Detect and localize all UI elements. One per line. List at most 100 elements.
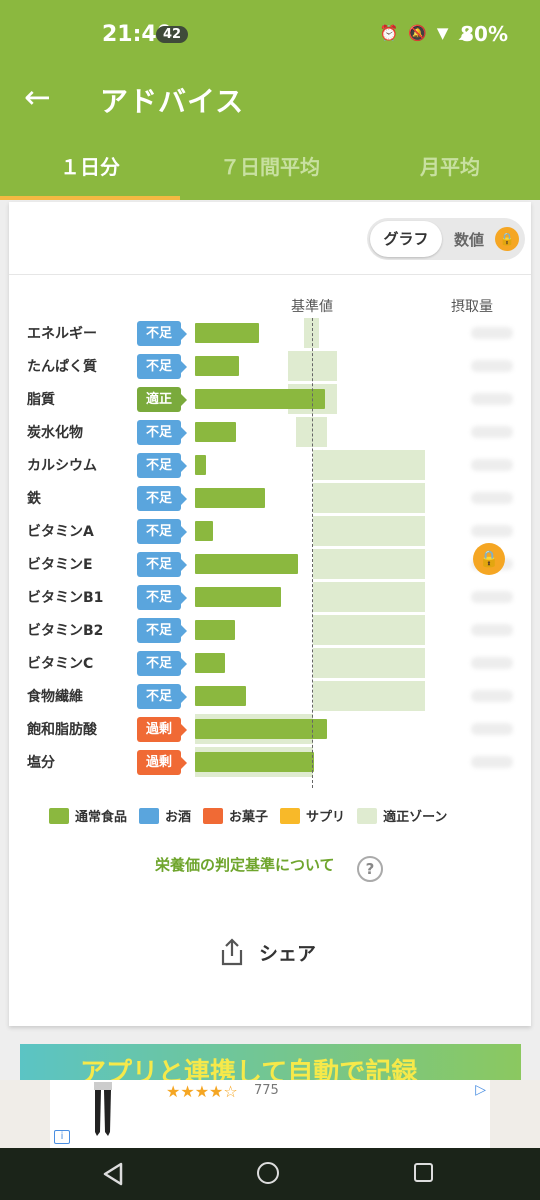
nutrition-chart: エネルギー 不足 たんぱく質 不足 脂質 適正 炭水化物 不足 カルシウム 不足鉄不足 ビタミンA 不… (9, 318, 531, 788)
status-tag: 不足 (137, 618, 187, 643)
nutrient-label: 食物繊維 (27, 689, 83, 705)
legend-item-normal-food: 通常食品 (49, 806, 127, 825)
nutrient-row: エネルギー 不足 (9, 318, 531, 348)
intake-bar (195, 389, 325, 409)
nutrient-row: たんぱく質 不足 (9, 351, 531, 381)
battery-level: 80% (460, 22, 508, 46)
intake-bar (195, 554, 298, 574)
legend-swatch (49, 807, 69, 824)
lock-icon: 🔒 (495, 227, 519, 251)
ok-zone (313, 450, 426, 480)
intake-bar (195, 653, 225, 673)
system-nav-bar (0, 1148, 540, 1200)
graph-toggle-option[interactable]: グラフ (370, 221, 442, 257)
status-tag: 不足 (137, 453, 187, 478)
period-tabs: １日分 ７日間平均 月平均 (0, 134, 540, 200)
nutrient-row: 鉄 不足 (9, 483, 531, 513)
wifi-icon: ▼ (436, 24, 449, 42)
hidden-intake-value (471, 690, 513, 702)
hidden-intake-value (471, 657, 513, 669)
hidden-intake-value (471, 624, 513, 636)
ok-zone (313, 549, 426, 579)
nav-recent-apps-icon[interactable] (414, 1163, 433, 1182)
nutrient-label: 脂質 (27, 392, 55, 408)
legend-item-ok-zone: 適正ゾーン (357, 806, 447, 825)
value-toggle-option[interactable]: 数値 (454, 230, 485, 249)
status-tag: 不足 (137, 519, 187, 544)
legend-item-snacks: お菓子 (203, 806, 268, 825)
nutrient-row: 塩分 過剰 (9, 747, 531, 777)
ad-choices-icon[interactable]: ▷ (475, 1082, 486, 1098)
promo-banner[interactable]: アプリと連携して自動で記録 (20, 1044, 521, 1080)
legend-label: お菓子 (229, 810, 269, 825)
nav-home-icon[interactable] (257, 1162, 279, 1184)
intake-bar (195, 455, 206, 475)
back-arrow-icon[interactable]: ← (24, 78, 51, 116)
status-tag: 不足 (137, 321, 187, 346)
status-tag: 不足 (137, 684, 187, 709)
ad-banner[interactable]: ★★★★☆ 775 i ▷ (50, 1080, 490, 1148)
nav-back-icon[interactable] (102, 1162, 124, 1186)
tab-seven-day-average[interactable]: ７日間平均 (220, 155, 320, 179)
status-icons: ⏰ 🔕 ▼ ◢ (380, 24, 470, 42)
ok-zone (303, 318, 319, 348)
legend-item-supplement: サプリ (280, 806, 345, 825)
nutrient-label: カルシウム (27, 458, 97, 474)
nutrient-row: カルシウム 不足 (9, 450, 531, 480)
ok-zone (313, 582, 426, 612)
criteria-link[interactable]: 栄養価の判定基準について (155, 856, 335, 874)
share-icon (221, 938, 243, 966)
tab-monthly-average[interactable]: 月平均 (420, 155, 480, 179)
ok-zone (313, 615, 426, 645)
share-label: シェア (259, 942, 317, 965)
nutrient-row: ビタミンC 不足 (9, 648, 531, 678)
help-icon[interactable]: ? (357, 856, 383, 882)
hidden-intake-value (471, 426, 513, 438)
nutrient-row: ビタミンE 不足 (9, 549, 531, 579)
legend-swatch (280, 807, 301, 824)
status-tag: 不足 (137, 486, 187, 511)
ok-zone (313, 681, 426, 711)
status-tag: 不足 (137, 585, 187, 610)
nutrient-row: ビタミンA 不足 (9, 516, 531, 546)
share-button[interactable]: シェア (219, 938, 316, 966)
intake-bar (195, 356, 239, 376)
rating-stars: ★★★★☆ (166, 1082, 238, 1101)
status-tag: 不足 (137, 651, 187, 676)
signal-icon: ◢ (458, 24, 470, 42)
chart-legend: 通常食品 お酒 お菓子 サプリ 適正ゾーン (49, 806, 447, 825)
ad-info-icon[interactable]: i (54, 1130, 70, 1144)
nutrient-row: 炭水化物 不足 (9, 417, 531, 447)
status-tag: 適正 (137, 387, 187, 412)
view-toggle[interactable]: グラフ 数値 🔒 (367, 218, 525, 260)
intake-bar (195, 521, 213, 541)
hidden-intake-value (471, 591, 513, 603)
tab-one-day[interactable]: １日分 (0, 134, 180, 200)
nutrient-row: ビタミンB2 不足 (9, 615, 531, 645)
legend-label: 適正ゾーン (383, 810, 448, 825)
notification-count-badge: 42 (156, 26, 189, 43)
unlock-values-lock-icon[interactable]: 🔒 (473, 543, 505, 575)
intake-bar (195, 686, 246, 706)
nutrient-label: ビタミンB1 (27, 590, 104, 606)
hidden-intake-value (471, 327, 513, 339)
intake-bar (195, 488, 265, 508)
hidden-intake-value (471, 756, 513, 768)
ok-zone (313, 648, 426, 678)
reference-line (312, 318, 313, 788)
hidden-intake-value (471, 723, 513, 735)
ok-zone (313, 516, 426, 546)
intake-bar (195, 323, 259, 343)
nutrient-row: ビタミンB1 不足 (9, 582, 531, 612)
banner-text: アプリと連携して自動で記録 (80, 1058, 418, 1080)
intake-bar (195, 719, 328, 739)
intake-bar (195, 752, 315, 772)
status-tag: 不足 (137, 552, 187, 577)
legend-swatch (139, 807, 160, 824)
nutrient-label: エネルギー (27, 326, 97, 342)
hidden-intake-value (471, 360, 513, 372)
status-tag: 不足 (137, 354, 187, 379)
product-image (94, 1082, 112, 1136)
nutrient-label: 鉄 (27, 491, 41, 507)
nutrient-label: ビタミンA (27, 524, 94, 540)
